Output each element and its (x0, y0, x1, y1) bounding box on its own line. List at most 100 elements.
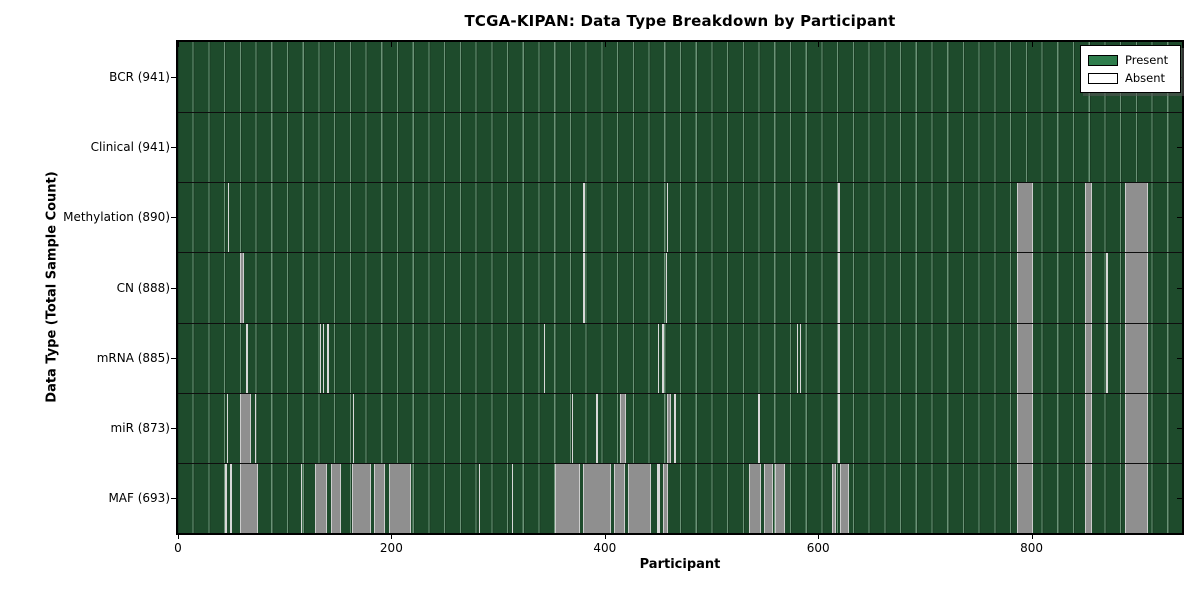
absent-stripe (665, 252, 667, 323)
present-swatch-icon (1088, 54, 1118, 66)
absent-stripe (254, 392, 257, 463)
absent-stripe (314, 462, 328, 533)
absent-stripe (1016, 252, 1033, 323)
tick-mark (171, 77, 176, 79)
absent-stripe (657, 462, 661, 533)
absent-stripe (839, 462, 850, 533)
absent-stripe (658, 322, 660, 393)
absent-stripe (596, 392, 598, 463)
x-tick-label-800: 800 (1020, 541, 1043, 555)
absent-stripe (389, 462, 411, 533)
absent-stripe (583, 252, 585, 323)
absent-stripe (628, 462, 651, 533)
absent-stripe (832, 462, 837, 533)
tick-mark (391, 42, 393, 47)
absent-stripe (796, 322, 799, 393)
tick-mark (1177, 217, 1182, 219)
tick-mark (1031, 535, 1033, 539)
absent-stripe (352, 392, 355, 463)
tick-mark (1177, 147, 1182, 149)
tick-mark (1177, 287, 1182, 289)
absent-stripe (351, 462, 372, 533)
absent-stripe (1016, 462, 1033, 533)
tick-mark (1177, 357, 1182, 359)
x-tick-label-0: 0 (174, 541, 182, 555)
absent-stripe (583, 182, 585, 253)
absent-stripe (319, 322, 322, 393)
tick-mark (1177, 427, 1182, 429)
absent-stripe (583, 462, 612, 533)
absent-stripe (239, 252, 245, 323)
absent-stripe (1106, 322, 1108, 393)
absent-stripe (1084, 182, 1093, 253)
absent-stripe (327, 322, 329, 393)
absent-stripe (838, 182, 840, 253)
row-divider (178, 322, 1182, 324)
row-divider (178, 252, 1182, 254)
absent-swatch-icon (1088, 72, 1118, 84)
absent-stripe (838, 252, 840, 323)
absent-stripe (1084, 462, 1093, 533)
x-tick-label-600: 600 (806, 541, 830, 555)
absent-stripe (1016, 322, 1033, 393)
legend-entry-absent: Absent (1088, 69, 1173, 87)
tick-mark (818, 535, 820, 539)
absent-stripe (666, 182, 668, 253)
y-tick-label-BCR: BCR (941) (109, 70, 170, 85)
absent-stripe (1084, 322, 1093, 393)
tick-mark (171, 497, 176, 499)
chart-title: TCGA-KIPAN: Data Type Breakdown by Parti… (464, 12, 896, 30)
absent-stripe (1084, 392, 1093, 463)
tick-mark (391, 535, 393, 539)
absent-stripe (1125, 182, 1148, 253)
row-divider (178, 462, 1182, 464)
absent-stripe (554, 462, 581, 533)
absent-stripe (330, 462, 342, 533)
absent-stripe (763, 462, 774, 533)
tick-mark (604, 535, 606, 539)
absent-stripe (478, 462, 481, 533)
absent-stripe (663, 462, 668, 533)
absent-stripe (1125, 252, 1148, 323)
row-divider (178, 392, 1182, 394)
absent-stripe (224, 462, 228, 533)
tick-mark (171, 427, 176, 429)
absent-stripe (614, 462, 626, 533)
tick-mark (604, 42, 606, 47)
tick-mark (171, 357, 176, 359)
absent-stripe (748, 462, 761, 533)
x-tick-label-200: 200 (379, 541, 403, 555)
absent-stripe (1016, 392, 1033, 463)
absent-stripe (800, 322, 802, 393)
absent-stripe (1125, 322, 1148, 393)
absent-stripe (323, 322, 325, 393)
absent-stripe (838, 392, 840, 463)
absent-stripe (571, 392, 573, 463)
row-divider (178, 182, 1182, 184)
absent-stripe (246, 322, 248, 393)
absent-stripe (838, 322, 840, 393)
tick-mark (178, 42, 179, 47)
absent-stripe (1125, 392, 1148, 463)
absent-stripe (511, 462, 514, 533)
tick-mark (818, 42, 820, 47)
y-tick-label-Methylation: Methylation (890) (63, 210, 170, 225)
y-tick-label-CN: CN (888) (116, 280, 170, 295)
y-tick-label-Clinical: Clinical (941) (90, 140, 170, 155)
legend-absent-label: Absent (1125, 71, 1166, 85)
absent-stripe (227, 392, 229, 463)
absent-stripe (300, 462, 302, 533)
row-divider (178, 112, 1182, 114)
absent-stripe (239, 462, 258, 533)
y-tick-label-mRNA: mRNA (885) (96, 350, 170, 365)
plot-area (176, 40, 1184, 535)
tick-mark (171, 147, 176, 149)
legend: Present Absent (1080, 45, 1181, 93)
tick-mark (1031, 42, 1033, 47)
absent-stripe (228, 182, 230, 253)
x-tick-label-400: 400 (593, 541, 617, 555)
absent-stripe (619, 392, 627, 463)
absent-stripe (1106, 252, 1108, 323)
x-axis-label: Participant (639, 557, 721, 572)
